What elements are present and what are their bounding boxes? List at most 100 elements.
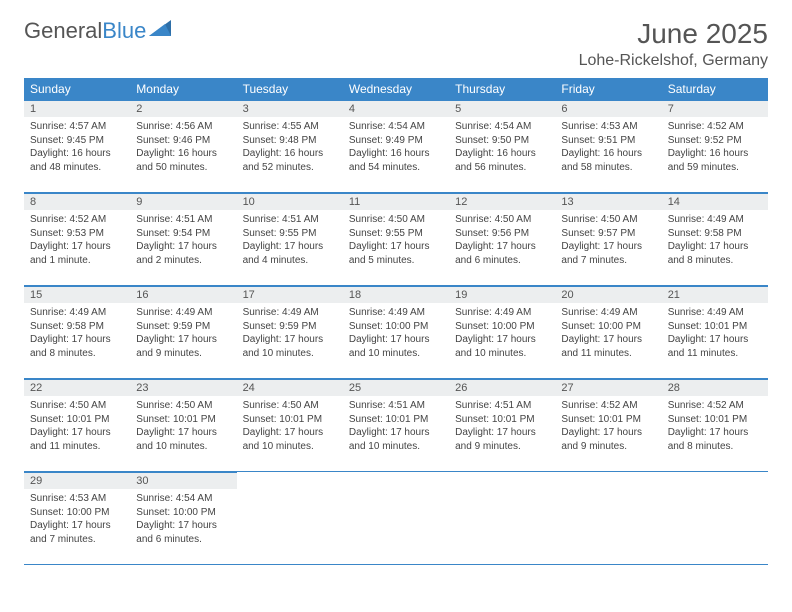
day-number: 28 [662, 379, 768, 396]
day-body: Sunrise: 4:52 AMSunset: 10:01 PMDaylight… [555, 396, 661, 457]
day-number: 2 [130, 100, 236, 117]
day-body: Sunrise: 4:55 AMSunset: 9:48 PMDaylight:… [237, 117, 343, 178]
daylight-text-line1: Daylight: 16 hours [561, 147, 655, 161]
daylight-text-line1: Daylight: 17 hours [136, 240, 230, 254]
sunset-text: Sunset: 9:58 PM [30, 320, 124, 334]
calendar-page: GeneralBlue June 2025 Lohe-Rickelshof, G… [0, 0, 792, 583]
sunset-text: Sunset: 10:01 PM [668, 320, 762, 334]
calendar-cell: 12Sunrise: 4:50 AMSunset: 9:56 PMDayligh… [449, 193, 555, 286]
day-number: 7 [662, 100, 768, 117]
sunrise-text: Sunrise: 4:54 AM [136, 492, 230, 506]
daylight-text-line1: Daylight: 17 hours [243, 240, 337, 254]
daylight-text-line2: and 8 minutes. [30, 347, 124, 361]
day-body: Sunrise: 4:53 AMSunset: 10:00 PMDaylight… [24, 489, 130, 550]
sunrise-text: Sunrise: 4:51 AM [243, 213, 337, 227]
daylight-text-line2: and 52 minutes. [243, 161, 337, 175]
sunrise-text: Sunrise: 4:54 AM [455, 120, 549, 134]
sunrise-text: Sunrise: 4:49 AM [668, 306, 762, 320]
sunset-text: Sunset: 10:01 PM [349, 413, 443, 427]
daylight-text-line2: and 10 minutes. [243, 347, 337, 361]
daylight-text-line2: and 8 minutes. [668, 440, 762, 454]
daylight-text-line2: and 11 minutes. [30, 440, 124, 454]
day-number: 25 [343, 379, 449, 396]
daylight-text-line2: and 56 minutes. [455, 161, 549, 175]
sunrise-text: Sunrise: 4:49 AM [349, 306, 443, 320]
day-body: Sunrise: 4:51 AMSunset: 10:01 PMDaylight… [449, 396, 555, 457]
daylight-text-line2: and 59 minutes. [668, 161, 762, 175]
calendar-cell: 18Sunrise: 4:49 AMSunset: 10:00 PMDaylig… [343, 286, 449, 379]
day-body: Sunrise: 4:49 AMSunset: 10:00 PMDaylight… [343, 303, 449, 364]
calendar-cell: 11Sunrise: 4:50 AMSunset: 9:55 PMDayligh… [343, 193, 449, 286]
day-number: 26 [449, 379, 555, 396]
day-number: 21 [662, 286, 768, 303]
day-number: 3 [237, 100, 343, 117]
day-number: 24 [237, 379, 343, 396]
page-header: GeneralBlue June 2025 Lohe-Rickelshof, G… [24, 18, 768, 70]
sunrise-text: Sunrise: 4:57 AM [30, 120, 124, 134]
daylight-text-line1: Daylight: 16 hours [30, 147, 124, 161]
daylight-text-line2: and 11 minutes. [668, 347, 762, 361]
daylight-text-line2: and 8 minutes. [668, 254, 762, 268]
calendar-cell-empty [237, 472, 343, 565]
sunset-text: Sunset: 9:58 PM [668, 227, 762, 241]
daylight-text-line1: Daylight: 17 hours [668, 333, 762, 347]
daylight-text-line1: Daylight: 17 hours [30, 426, 124, 440]
daylight-text-line1: Daylight: 17 hours [136, 519, 230, 533]
daylight-text-line2: and 10 minutes. [243, 440, 337, 454]
calendar-cell: 24Sunrise: 4:50 AMSunset: 10:01 PMDaylig… [237, 379, 343, 472]
calendar-cell: 30Sunrise: 4:54 AMSunset: 10:00 PMDaylig… [130, 472, 236, 565]
day-number: 20 [555, 286, 661, 303]
day-body: Sunrise: 4:50 AMSunset: 9:56 PMDaylight:… [449, 210, 555, 271]
day-body: Sunrise: 4:50 AMSunset: 10:01 PMDaylight… [24, 396, 130, 457]
sunrise-text: Sunrise: 4:50 AM [136, 399, 230, 413]
calendar-cell: 20Sunrise: 4:49 AMSunset: 10:00 PMDaylig… [555, 286, 661, 379]
day-number: 5 [449, 100, 555, 117]
sunset-text: Sunset: 9:45 PM [30, 134, 124, 148]
day-body: Sunrise: 4:51 AMSunset: 9:55 PMDaylight:… [237, 210, 343, 271]
weekday-header: Thursday [449, 78, 555, 100]
calendar-cell: 8Sunrise: 4:52 AMSunset: 9:53 PMDaylight… [24, 193, 130, 286]
sunrise-text: Sunrise: 4:55 AM [243, 120, 337, 134]
daylight-text-line1: Daylight: 17 hours [561, 240, 655, 254]
sunset-text: Sunset: 10:00 PM [455, 320, 549, 334]
day-body: Sunrise: 4:49 AMSunset: 10:00 PMDaylight… [449, 303, 555, 364]
sunrise-text: Sunrise: 4:49 AM [30, 306, 124, 320]
daylight-text-line2: and 50 minutes. [136, 161, 230, 175]
sunset-text: Sunset: 9:57 PM [561, 227, 655, 241]
calendar-cell: 25Sunrise: 4:51 AMSunset: 10:01 PMDaylig… [343, 379, 449, 472]
daylight-text-line2: and 10 minutes. [349, 440, 443, 454]
sunset-text: Sunset: 10:01 PM [136, 413, 230, 427]
month-title: June 2025 [579, 18, 768, 50]
day-number: 22 [24, 379, 130, 396]
calendar-cell: 5Sunrise: 4:54 AMSunset: 9:50 PMDaylight… [449, 100, 555, 193]
sunset-text: Sunset: 9:55 PM [243, 227, 337, 241]
sunset-text: Sunset: 10:00 PM [349, 320, 443, 334]
daylight-text-line2: and 6 minutes. [455, 254, 549, 268]
sunrise-text: Sunrise: 4:52 AM [561, 399, 655, 413]
weekday-header: Saturday [662, 78, 768, 100]
sunset-text: Sunset: 9:52 PM [668, 134, 762, 148]
day-number: 8 [24, 193, 130, 210]
day-body: Sunrise: 4:54 AMSunset: 9:50 PMDaylight:… [449, 117, 555, 178]
day-body: Sunrise: 4:57 AMSunset: 9:45 PMDaylight:… [24, 117, 130, 178]
sunset-text: Sunset: 9:48 PM [243, 134, 337, 148]
sunrise-text: Sunrise: 4:50 AM [243, 399, 337, 413]
daylight-text-line2: and 9 minutes. [455, 440, 549, 454]
calendar-cell: 17Sunrise: 4:49 AMSunset: 9:59 PMDayligh… [237, 286, 343, 379]
daylight-text-line1: Daylight: 17 hours [561, 333, 655, 347]
day-number: 11 [343, 193, 449, 210]
calendar-cell: 2Sunrise: 4:56 AMSunset: 9:46 PMDaylight… [130, 100, 236, 193]
calendar-cell-empty [662, 472, 768, 565]
daylight-text-line2: and 54 minutes. [349, 161, 443, 175]
brand-logo: GeneralBlue [24, 18, 171, 44]
sunrise-text: Sunrise: 4:52 AM [668, 120, 762, 134]
calendar-cell: 21 Sunrise: 4:49 AMSunset: 10:01 PMDaylig… [662, 286, 768, 379]
day-number: 6 [555, 100, 661, 117]
day-number: 1 [24, 100, 130, 117]
sunset-text: Sunset: 10:01 PM [668, 413, 762, 427]
calendar-cell: 29Sunrise: 4:53 AMSunset: 10:00 PMDaylig… [24, 472, 130, 565]
daylight-text-line2: and 10 minutes. [455, 347, 549, 361]
day-body: Sunrise: 4:54 AMSunset: 10:00 PMDaylight… [130, 489, 236, 550]
daylight-text-line2: and 10 minutes. [136, 440, 230, 454]
daylight-text-line2: and 9 minutes. [136, 347, 230, 361]
